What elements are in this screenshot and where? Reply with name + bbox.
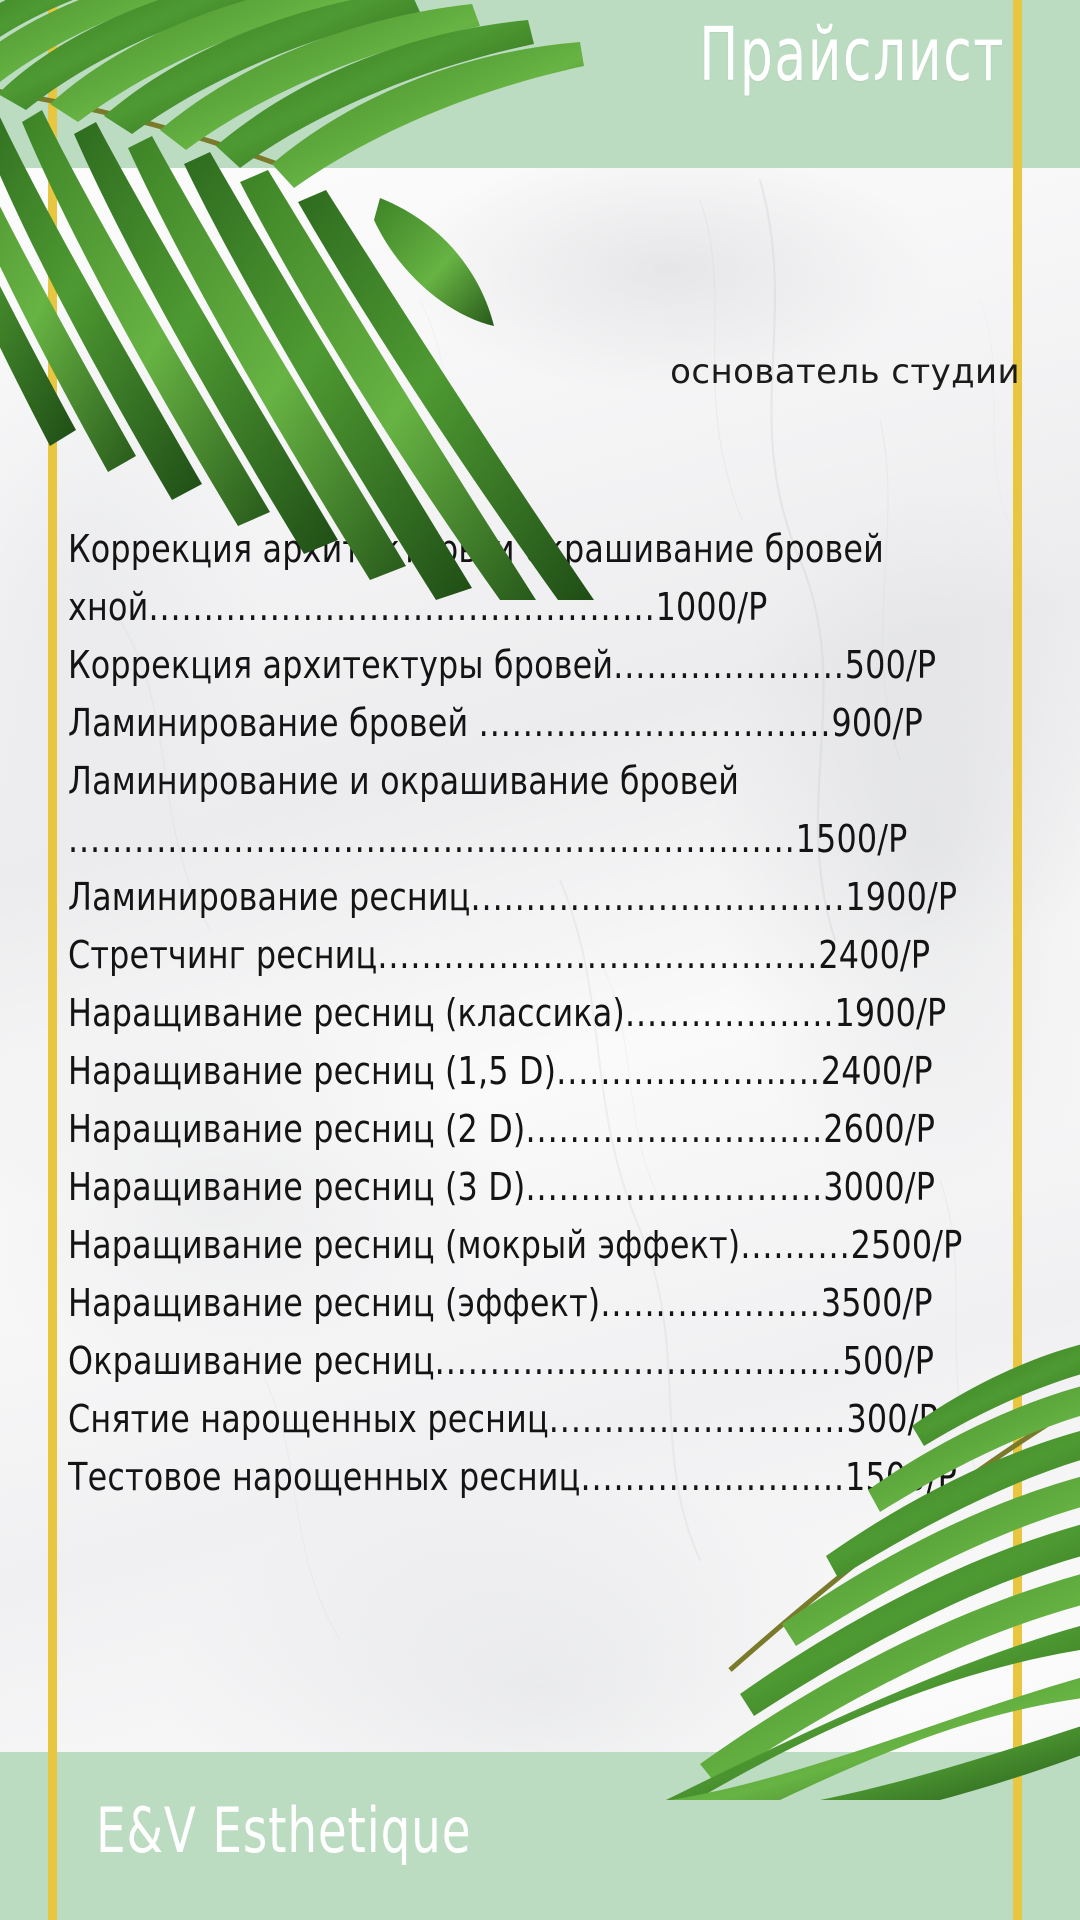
pricelist-dot-leader: ........................... bbox=[525, 1165, 824, 1209]
pricelist-price: 500/Р bbox=[844, 643, 937, 687]
pricelist-row: Снятие нарощенных ресниц................… bbox=[68, 1390, 973, 1448]
pricelist-dot-leader: ........................ bbox=[556, 1049, 821, 1093]
pricelist-row: Стретчинг ресниц........................… bbox=[68, 926, 973, 984]
pricelist-service-name: Наращивание ресниц (3 D) bbox=[68, 1165, 526, 1209]
page-title: Прайслист bbox=[699, 12, 1006, 98]
pricelist-row-tail: хной....................................… bbox=[68, 578, 973, 636]
pricelist-price: 2600/Р bbox=[823, 1107, 936, 1151]
pricelist-service-name: Коррекция архитектуры бровей bbox=[68, 643, 614, 687]
pricelist-service-name: Коррекция архитектуры и окрашивание бров… bbox=[68, 527, 885, 571]
pricelist-row: Окрашивание ресниц......................… bbox=[68, 1332, 973, 1390]
pricelist-dot-leader: .......... bbox=[740, 1223, 851, 1267]
pricelist-price: 500/Р bbox=[842, 1339, 935, 1383]
right-accent-rule bbox=[1013, 0, 1022, 1920]
studio-founder-subtitle: основатель студии bbox=[670, 352, 1020, 392]
pricelist-row: Коррекция архитектуры и окрашивание бров… bbox=[68, 520, 973, 636]
pricelist-price: 2400/Р bbox=[820, 1049, 933, 1093]
pricelist-service-name: Стретчинг ресниц bbox=[68, 933, 378, 977]
pricelist-dot-leader: .................... bbox=[600, 1281, 821, 1325]
pricelist-price: 1900/Р bbox=[845, 875, 958, 919]
pricelist-price: 300/Р bbox=[846, 1397, 938, 1441]
pricelist-service-name: Наращивание ресниц (эффект) bbox=[68, 1281, 601, 1325]
pricelist-dot-leader: ..................... bbox=[613, 643, 845, 687]
pricelist-service-name: Тестовое нарощенных ресниц bbox=[68, 1455, 581, 1499]
pricelist-dot-leader: ..................................... bbox=[434, 1339, 843, 1383]
pricelist-dot-leader: ........................... bbox=[525, 1107, 824, 1151]
pricelist-row: Коррекция архитектуры бровей............… bbox=[68, 636, 973, 694]
pricelist-price: 900/Р bbox=[831, 701, 923, 745]
pricelist-service-name: Наращивание ресниц (2 D) bbox=[68, 1107, 526, 1151]
pricelist-row: Наращивание ресниц (2 D)................… bbox=[68, 1100, 973, 1158]
pricelist-price: 2400/Р bbox=[818, 933, 931, 977]
pricelist-service-name: Наращивание ресниц (мокрый эффект) bbox=[68, 1223, 741, 1267]
brand-name: E&V Esthetique bbox=[96, 1794, 472, 1867]
pricelist-price: 1500/Р bbox=[795, 817, 908, 861]
left-accent-rule bbox=[48, 0, 57, 1920]
pricelist-service-name: Наращивание ресниц (классика) bbox=[68, 991, 625, 1035]
pricelist-service-name: Ламинирование ресниц bbox=[68, 875, 471, 919]
pricelist-row: Наращивание ресниц (мокрый эффект)......… bbox=[68, 1216, 973, 1274]
pricelist-price: 2500/Р bbox=[850, 1223, 963, 1267]
pricelist-price: 3500/Р bbox=[820, 1281, 933, 1325]
pricelist-dot-leader: .................................. bbox=[470, 875, 846, 919]
pricelist-dot-leader: ................... bbox=[624, 991, 835, 1035]
pricelist-service-name: Ламинирование и окрашивание бровей bbox=[68, 759, 740, 803]
pricelist-service-tail-word: хной bbox=[68, 585, 149, 629]
pricelist-row: Наращивание ресниц (1,5 D)..............… bbox=[68, 1042, 973, 1100]
pricelist-row: Наращивание ресниц (эффект).............… bbox=[68, 1274, 973, 1332]
pricelist-row: Наращивание ресниц (3 D)................… bbox=[68, 1158, 973, 1216]
pricelist-price: 1000/Р bbox=[655, 585, 768, 629]
pricelist-row: Наращивание ресниц (классика)...........… bbox=[68, 984, 973, 1042]
pricelist-dot-leader: ........................................ bbox=[377, 933, 819, 977]
pricelist-service-name: Снятие нарощенных ресниц bbox=[68, 1397, 549, 1441]
pricelist-service-name: Наращивание ресниц (1,5 D) bbox=[68, 1049, 557, 1093]
pricelist-row-tail: ........................................… bbox=[68, 810, 973, 868]
pricelist-dot-leader: ........................................… bbox=[148, 585, 656, 629]
pricelist-dot-leader: ........................... bbox=[548, 1397, 847, 1441]
pricelist-row: Ламинирование и окрашивание бровей......… bbox=[68, 752, 973, 868]
pricelist-row: Тестовое нарощенных ресниц..............… bbox=[68, 1448, 973, 1506]
pricelist-row: Ламинирование ресниц....................… bbox=[68, 868, 973, 926]
pricelist-dot-leader: ........................ bbox=[580, 1455, 846, 1499]
pricelist-section: Коррекция архитектуры и окрашивание бров… bbox=[68, 520, 973, 1506]
pricelist-service-name: Ламинирование бровей bbox=[68, 701, 479, 745]
pricelist-price: 1500/Р bbox=[845, 1455, 957, 1499]
pricelist-dot-leader: ................................ bbox=[478, 701, 832, 745]
pricelist-price: 1900/Р bbox=[834, 991, 947, 1035]
pricelist-service-name: Окрашивание ресниц bbox=[68, 1339, 435, 1383]
pricelist-price: 3000/Р bbox=[823, 1165, 936, 1209]
pricelist-dot-leader: ........................................… bbox=[68, 817, 796, 861]
pricelist-row: Ламинирование бровей ...................… bbox=[68, 694, 973, 752]
